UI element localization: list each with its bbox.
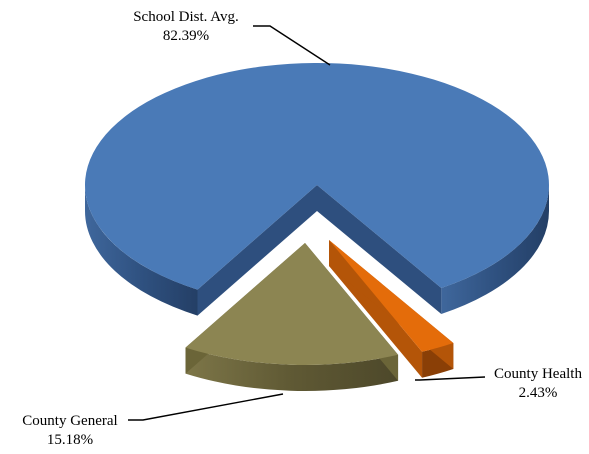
pie-slice-county-health bbox=[329, 240, 454, 378]
pie-slice-side bbox=[441, 185, 549, 315]
pie-slice-county-general bbox=[185, 243, 399, 391]
pie-slice-top bbox=[85, 62, 550, 290]
data-label-school-dist-avg-name: School Dist. Avg. bbox=[133, 9, 239, 25]
pie-slice-cut-face bbox=[197, 185, 317, 316]
pie-slice-cut-face bbox=[317, 185, 442, 315]
pie-slice-school-dist-avg bbox=[84, 62, 550, 316]
leader-line-school-dist-avg bbox=[253, 25, 331, 66]
pie-slice-side bbox=[84, 185, 198, 316]
data-label-county-health-name: County Health bbox=[494, 366, 582, 382]
data-label-county-general-name: County General bbox=[22, 413, 117, 429]
data-label-school-dist-avg-value: 82.39% bbox=[163, 28, 209, 44]
leader-line-county-general bbox=[128, 393, 284, 421]
leader-line-county-health bbox=[415, 376, 486, 381]
pie-slice-top bbox=[329, 240, 454, 352]
pie-slice-side bbox=[185, 347, 399, 391]
pie-slice-top bbox=[185, 243, 399, 365]
data-label-county-health-value: 2.43% bbox=[519, 385, 558, 401]
data-label-county-general-value: 15.18% bbox=[47, 432, 93, 448]
